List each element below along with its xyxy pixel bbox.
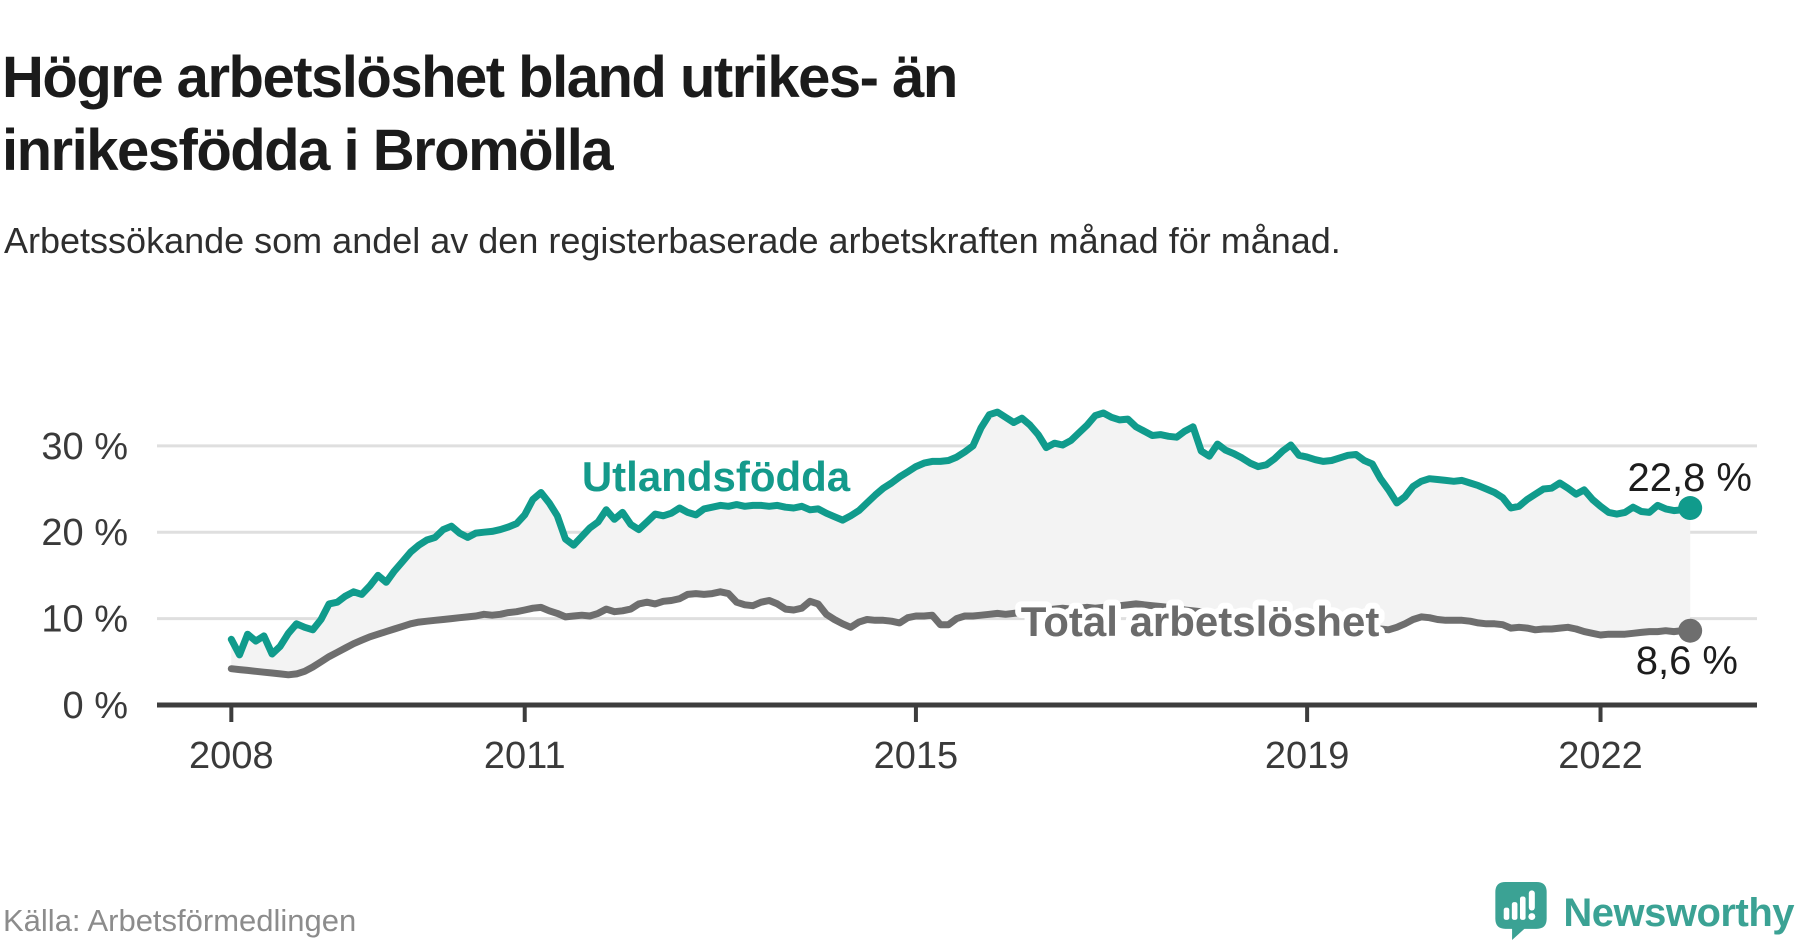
end-value-total: 8,6 %	[1636, 639, 1738, 683]
y-tick-label: 0 %	[63, 685, 128, 727]
newsworthy-wordmark: Newsworthy	[1563, 891, 1794, 935]
y-tick-label: 30 %	[41, 426, 128, 468]
end-dot-total	[1678, 618, 1703, 643]
series-label-total: Total arbetslöshet	[1021, 598, 1380, 645]
x-tick-label: 2015	[874, 735, 959, 777]
x-tick-label: 2011	[484, 735, 566, 777]
end-dot-utlandsfodda	[1678, 496, 1703, 521]
x-axis: 2008 2011 2015 2019 2022	[157, 702, 1757, 777]
page-title: Högre arbetslöshet bland utrikes- än inr…	[2, 44, 958, 183]
end-value-utlandsfodda: 22,8 %	[1627, 456, 1752, 500]
source-note: Källa: Arbetsförmedlingen	[3, 903, 357, 938]
y-tick-label: 20 %	[41, 512, 128, 554]
x-tick-label: 2019	[1265, 735, 1350, 777]
y-axis: 30 % 20 % 10 % 0 %	[41, 426, 128, 727]
y-tick-label: 10 %	[41, 599, 128, 641]
newsworthy-logo-icon	[1495, 882, 1548, 945]
series-label-utlandsfodda: Utlandsfödda	[582, 453, 851, 500]
newsworthy-brand: Newsworthy	[1495, 882, 1794, 945]
series-line-utlandsfodda	[227, 408, 1694, 659]
x-tick-label: 2008	[189, 735, 274, 777]
series-line-total	[227, 588, 1694, 679]
area-between-series	[231, 412, 1691, 675]
x-tick-label: 2022	[1558, 735, 1643, 777]
page-subtitle: Arbetssökande som andel av den registerb…	[4, 220, 1341, 261]
